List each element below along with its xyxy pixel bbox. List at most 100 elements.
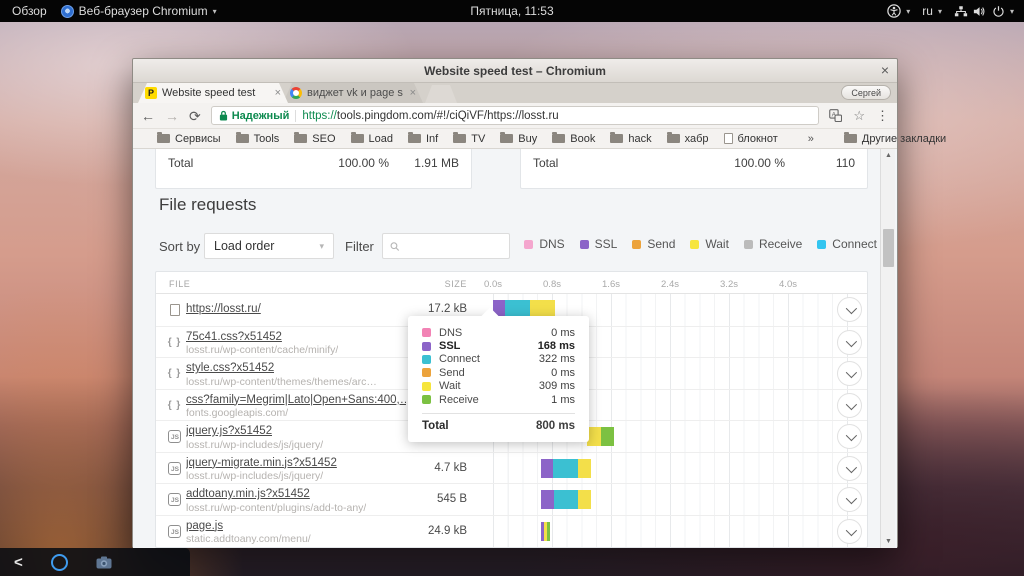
chromium-app-icon	[60, 4, 74, 18]
tab-close-icon[interactable]: ×	[274, 87, 281, 99]
filter-input[interactable]	[404, 238, 502, 254]
expand-row-button[interactable]	[837, 487, 862, 512]
expand-row-button[interactable]	[837, 518, 862, 544]
bookmark-label: хабр	[684, 132, 709, 145]
file-request-row: https://losst.ru/17.2 kB	[156, 294, 867, 326]
bookmark-label: Buy	[518, 132, 538, 145]
css-braces-icon: { }	[167, 336, 182, 348]
file-link[interactable]: css?family=Megrim|Lato|Open+Sans:400,…	[186, 393, 406, 406]
bookmark-label: Inf	[425, 132, 439, 145]
timeline-tick-label: 4.0s	[779, 279, 797, 290]
back-button[interactable]: ←	[141, 107, 155, 124]
tab-website-speed-test[interactable]: P Website speed test ×	[138, 83, 288, 103]
waterfall-segment-ssl	[541, 458, 553, 478]
legend-item-ssl: SSL	[579, 237, 617, 251]
tooltip-row-receive: Receive 1 ms	[422, 393, 575, 406]
reload-button[interactable]: ⟳	[189, 107, 201, 124]
bookmark-item[interactable]: Tools	[235, 132, 279, 145]
scrollbar-thumb[interactable]	[883, 229, 894, 267]
file-request-row: JS page.js static.addtoany.com/menu/24.9 k…	[156, 514, 867, 547]
file-link[interactable]: page.js	[186, 519, 224, 532]
new-tab-button[interactable]	[425, 85, 457, 103]
caret-down-icon: ▾	[1009, 6, 1014, 16]
css-braces-icon: { }	[167, 399, 182, 411]
window-close-button[interactable]: ×	[880, 62, 889, 78]
scroll-up-icon[interactable]: ▲	[885, 152, 892, 159]
bookmark-item[interactable]: Buy	[500, 132, 538, 145]
file-link[interactable]: addtoany.min.js?x51452	[186, 488, 310, 500]
expand-row-button[interactable]	[837, 392, 862, 418]
bookmark-item[interactable]: Inf	[407, 132, 439, 145]
bookmark-star-icon[interactable]: ☆	[853, 107, 865, 123]
browser-menu-icon[interactable]: ⋮	[876, 107, 889, 123]
filter-label: Filter	[345, 239, 374, 254]
dock-chromium-icon[interactable]	[50, 553, 68, 571]
tooltip-value: 0 ms	[551, 326, 575, 339]
tooltip-swatch	[422, 354, 431, 364]
keyboard-layout-menu[interactable]: ru ▾	[922, 4, 942, 18]
bookmark-item[interactable]: SEO	[294, 132, 336, 145]
sort-order-select[interactable]: Load order ▾	[204, 233, 334, 259]
filter-search-box[interactable]	[382, 233, 510, 259]
column-size: SIZE	[444, 279, 467, 289]
legend-swatch	[743, 239, 753, 249]
expand-row-button[interactable]	[837, 361, 862, 386]
omnibox-divider	[295, 109, 297, 122]
activities-button[interactable]: Обзор	[12, 4, 47, 18]
scroll-down-icon[interactable]: ▼	[885, 538, 892, 545]
address-bar[interactable]: Надежный https://tools.pingdom.com/#!/ci…	[210, 106, 820, 125]
file-path: losst.ru/wp-includes/js/jquery/	[186, 438, 324, 451]
expand-row-button[interactable]	[837, 297, 862, 322]
other-bookmarks-button[interactable]: Другие закладки	[843, 132, 946, 145]
tab-close-icon[interactable]: ×	[409, 87, 416, 99]
file-request-row: { } style.css?x51452 losst.ru/wp-content/t…	[156, 357, 867, 389]
bookmarks-overflow-button[interactable]: »	[807, 132, 814, 145]
file-link[interactable]: 75c41.css?x51452	[186, 330, 282, 343]
table-row-total: Total 100.00 % 110	[521, 149, 867, 176]
legend-swatch	[690, 239, 700, 249]
translate-icon[interactable]: A	[829, 109, 843, 122]
legend-item-connect: Connect	[817, 237, 877, 251]
timeline-tick-label: 0.0s	[484, 279, 502, 290]
expand-row-button[interactable]	[837, 424, 862, 449]
file-size: 4.7 kB	[434, 461, 467, 474]
file-link[interactable]: https://losst.ru/	[186, 303, 261, 315]
file-link[interactable]: style.css?x51452	[186, 362, 275, 374]
page-scrollbar[interactable]: ▲ ▼	[880, 149, 895, 548]
dock-camera-icon[interactable]	[96, 556, 112, 569]
bookmark-label: SEO	[312, 132, 336, 145]
app-menu[interactable]: Веб-браузер Chromium ▾	[60, 4, 217, 18]
tooltip-value: 1 ms	[551, 393, 575, 406]
forward-button[interactable]: →	[165, 107, 179, 124]
folder-icon	[157, 132, 170, 143]
file-link[interactable]: jquery.js?x51452	[186, 425, 273, 437]
waterfall-segment-wait	[530, 300, 555, 319]
expand-row-button[interactable]	[837, 329, 862, 355]
profile-button[interactable]: Сергей	[841, 85, 891, 100]
requests-table: other 10.0 % 11 Total 100.00 % 110	[520, 149, 868, 189]
tab-vk-widget[interactable]: виджет vk и page s ×	[283, 83, 423, 103]
file-path: losst.ru/wp-content/themes/themes/arc…	[186, 375, 377, 388]
bookmark-item[interactable]: TV	[453, 132, 485, 145]
tooltip-label: Send	[439, 366, 465, 379]
document-icon	[723, 133, 733, 144]
caret-down-icon: ▾	[937, 6, 942, 16]
security-indicator[interactable]: Надежный	[219, 110, 289, 122]
accessibility-menu[interactable]: ▾	[887, 4, 910, 18]
bookmark-item[interactable]: Сервисы	[157, 132, 221, 145]
expand-row-button[interactable]	[837, 455, 862, 481]
caret-down-icon: ▾	[212, 6, 217, 16]
waterfall-segment-connect	[554, 490, 578, 509]
bookmark-item-doc[interactable]: блокнот	[723, 133, 778, 145]
waterfall-segment-wait	[578, 490, 591, 509]
bookmark-item[interactable]: hack	[610, 132, 652, 145]
dock-collapse-chevron-icon[interactable]: <	[14, 553, 23, 571]
page-file-icon	[166, 294, 183, 325]
file-path: losst.ru/wp-content/cache/minify/	[186, 344, 339, 356]
file-link[interactable]: jquery-migrate.min.js?x51452	[186, 456, 337, 469]
system-menu[interactable]: ▾	[954, 5, 1014, 18]
tooltip-label: Connect	[439, 353, 480, 366]
bookmark-item[interactable]: хабр	[666, 132, 709, 145]
bookmark-item[interactable]: Load	[350, 132, 393, 145]
bookmark-item[interactable]: Book	[552, 132, 595, 145]
